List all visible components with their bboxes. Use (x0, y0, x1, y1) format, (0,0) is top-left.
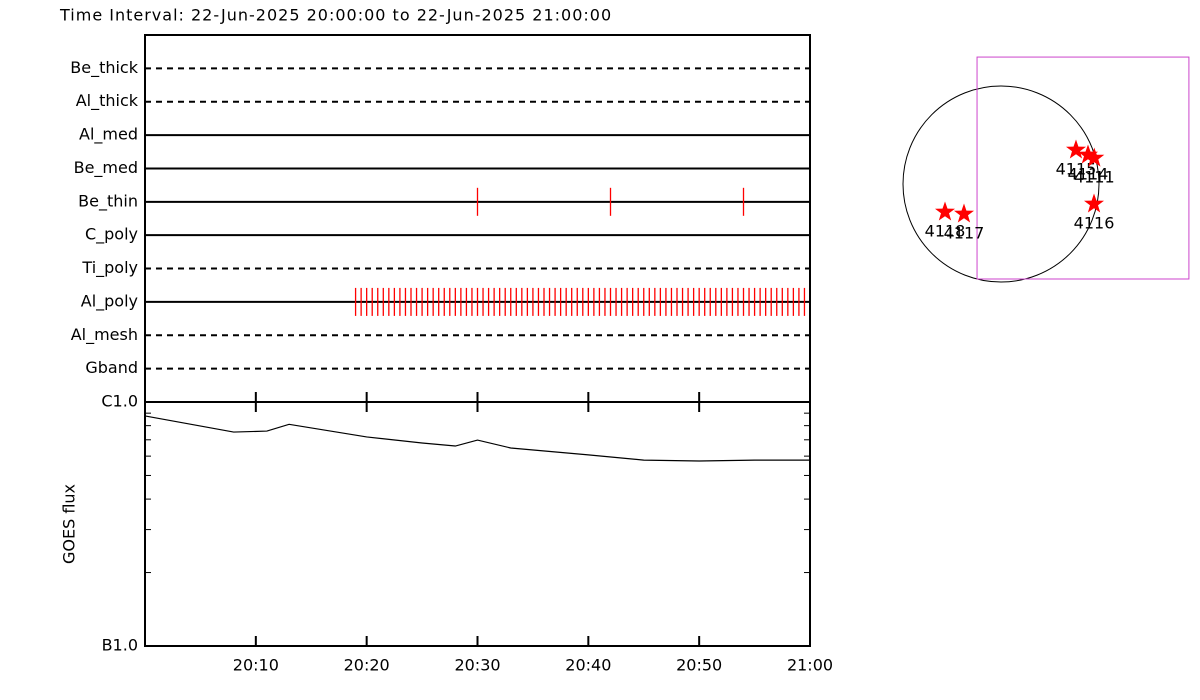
region-marker (935, 201, 955, 221)
row-label: Al_poly (81, 291, 138, 311)
row-label: Ti_poly (81, 258, 138, 278)
chart-title: Time Interval: 22-Jun-2025 20:00:00 to 2… (59, 6, 612, 25)
x-tick-label: 20:40 (565, 656, 611, 675)
x-tick-label: 21:00 (787, 656, 833, 675)
row-label: Al_med (79, 125, 138, 145)
region-label: 4115 (1056, 159, 1097, 178)
region-marker (1066, 139, 1086, 159)
row-label: Be_med (74, 158, 138, 178)
row-label: Gband (85, 358, 138, 377)
solar-limb (902, 85, 1100, 283)
row-label: Be_thin (78, 191, 138, 211)
row-label: Al_thick (76, 91, 139, 111)
row-label: C_poly (85, 225, 138, 245)
panel-frame (144, 401, 811, 647)
x-tick-label: 20:10 (233, 656, 279, 675)
row-label: Be_thick (70, 58, 138, 78)
region-marker (1084, 147, 1105, 167)
region-label: 4111 (1074, 168, 1115, 187)
y-tick-label: B1.0 (102, 636, 138, 655)
flux-line (144, 415, 810, 462)
region-marker (1078, 144, 1098, 164)
region-marker (954, 203, 974, 223)
x-tick-label: 20:30 (454, 656, 500, 675)
y-axis-label: GOES flux (60, 484, 79, 564)
x-tick-label: 20:20 (344, 656, 390, 675)
region-label: 4114 (1068, 164, 1109, 183)
y-tick-label: C1.0 (101, 392, 138, 411)
region-marker (1084, 193, 1104, 213)
region-label: 4118 (925, 222, 966, 241)
panel-frame (144, 34, 811, 403)
region-label: 4117 (944, 223, 985, 242)
x-tick-label: 20:50 (676, 656, 722, 675)
region-label: 4116 (1074, 214, 1115, 233)
field-of-view (976, 56, 1190, 280)
row-label: Al_mesh (71, 325, 138, 345)
